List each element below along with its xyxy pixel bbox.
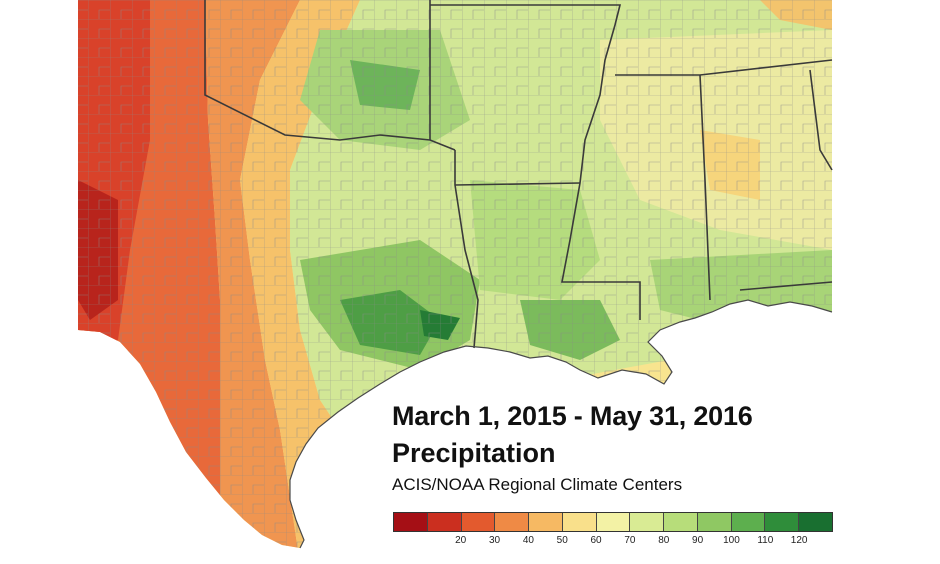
legend-tick-label: 50 xyxy=(556,535,568,546)
mississippi-river-border xyxy=(430,4,641,320)
legend-swatch xyxy=(562,513,597,531)
alabama-georgia-border xyxy=(809,69,833,171)
map-credit: ACIS/NOAA Regional Climate Centers xyxy=(392,475,683,494)
legend-tick-label: 70 xyxy=(624,535,636,546)
legend-swatch xyxy=(427,513,462,531)
texas-louisiana-border xyxy=(454,150,479,349)
map-subtitle: Precipitation xyxy=(392,438,556,468)
legend-tick-label: 30 xyxy=(488,535,501,546)
legend-tick-label: 80 xyxy=(658,535,670,546)
legend-swatch xyxy=(495,513,530,531)
legend-swatch xyxy=(731,513,766,531)
legend-swatch xyxy=(596,513,631,531)
legend-tick-label: 120 xyxy=(790,535,808,546)
legend-tick-label: 20 xyxy=(455,535,467,546)
precipitation-legend: 20 30 40 50 60 70 80 90 100 110 120 xyxy=(393,512,833,552)
legend-tick-row: 20 30 40 50 60 70 80 90 100 110 120 xyxy=(393,532,833,548)
legend-tick-label: 100 xyxy=(723,535,740,546)
arkansas-louisiana-border xyxy=(454,182,581,186)
legend-tick-label: 90 xyxy=(692,535,704,546)
legend-swatch xyxy=(664,513,698,531)
legend-swatch xyxy=(529,513,563,531)
legend-swatch xyxy=(461,513,496,531)
legend-swatch xyxy=(799,513,832,531)
alabama-florida-border xyxy=(739,281,833,291)
legend-swatch xyxy=(697,513,732,531)
legend-tick-label: 60 xyxy=(590,535,602,546)
legend-swatch xyxy=(765,513,800,531)
legend-swatch xyxy=(394,513,428,531)
mississippi-alabama-border xyxy=(699,74,711,301)
legend-color-bar xyxy=(393,512,833,532)
legend-swatch xyxy=(630,513,665,531)
gulf-coastline xyxy=(289,299,833,549)
map-title: March 1, 2015 - May 31, 2016 xyxy=(392,401,753,431)
legend-tick-label: 110 xyxy=(757,535,774,546)
legend-tick-label: 40 xyxy=(522,535,534,546)
state-borders xyxy=(204,0,833,349)
